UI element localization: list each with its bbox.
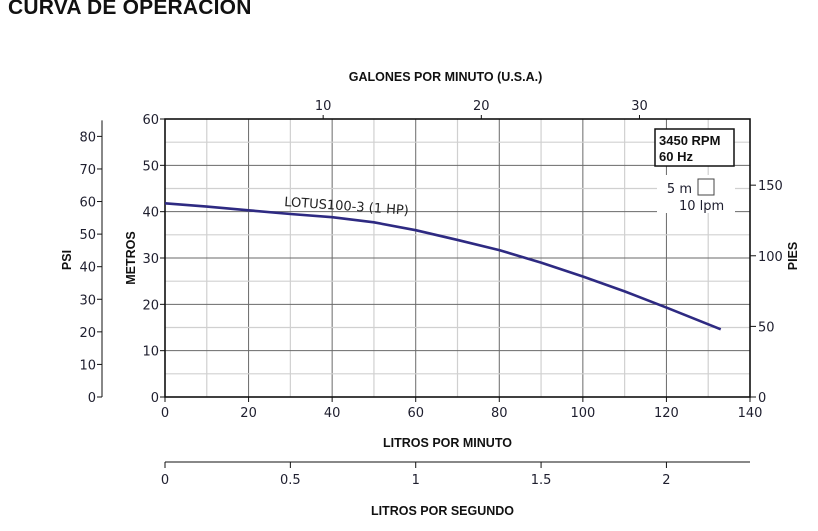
pies-tick-label: 100: [758, 250, 783, 265]
gpm-tick-label: 20: [473, 99, 490, 114]
psi-tick-label: 20: [79, 326, 96, 341]
hz-label: 60 Hz: [659, 149, 693, 164]
pies-tick-label: 0: [758, 391, 766, 406]
lps-tick-label: 0.5: [280, 473, 301, 488]
x-tick-label: 20: [240, 406, 257, 421]
lps-tick-label: 2: [662, 473, 670, 488]
chart-title: CURVA DE OPERACION: [8, 0, 252, 19]
lps-tick-label: 0: [161, 473, 169, 488]
psi-tick-label: 60: [79, 196, 96, 211]
lps-tick-label: 1: [412, 473, 420, 488]
rpm-label: 3450 RPM: [659, 133, 720, 148]
y-axis-title: METROS: [124, 231, 138, 284]
x-tick-label: 100: [570, 406, 595, 421]
lps-axis-title: LITROS POR SEGUNDO: [371, 504, 514, 518]
scale-vertical-label: 5 m: [667, 182, 692, 197]
pies-tick-label: 150: [758, 179, 783, 194]
psi-tick-label: 30: [79, 293, 96, 308]
scale-square: [697, 178, 715, 196]
scale-horizontal-label: 10 lpm: [679, 199, 724, 214]
y-tick-label: 30: [142, 252, 159, 267]
info-box: [654, 128, 735, 167]
gpm-axis-title: GALONES POR MINUTO (U.S.A.): [349, 70, 543, 84]
psi-tick-label: 70: [79, 163, 96, 178]
y-tick-label: 60: [142, 113, 159, 128]
psi-tick-label: 80: [79, 130, 96, 145]
x-tick-label: 60: [407, 406, 424, 421]
psi-axis-title: PSI: [60, 250, 74, 270]
series-line: [164, 202, 722, 331]
x-axis-title: LITROS POR MINUTO: [383, 436, 512, 450]
lps-tick-label: 1.5: [531, 473, 552, 488]
psi-tick-label: 50: [79, 228, 96, 243]
y-tick-label: 0: [151, 391, 159, 406]
pies-axis-title: PIES: [786, 242, 800, 271]
y-tick-label: 40: [142, 206, 159, 221]
x-tick-label: 140: [738, 406, 763, 421]
y-tick-label: 10: [142, 345, 159, 360]
x-tick-label: 120: [654, 406, 679, 421]
x-tick-label: 80: [491, 406, 508, 421]
psi-tick-label: 0: [88, 391, 96, 406]
y-tick-label: 20: [142, 298, 159, 313]
psi-tick-label: 40: [79, 261, 96, 276]
scale-legend-bg: [657, 175, 735, 213]
gpm-tick-label: 10: [315, 99, 332, 114]
pies-tick-label: 50: [758, 320, 775, 335]
gpm-tick-label: 30: [631, 99, 648, 114]
psi-tick-label: 10: [79, 358, 96, 373]
x-tick-label: 0: [161, 406, 169, 421]
y-tick-label: 50: [142, 159, 159, 174]
x-tick-label: 40: [324, 406, 341, 421]
